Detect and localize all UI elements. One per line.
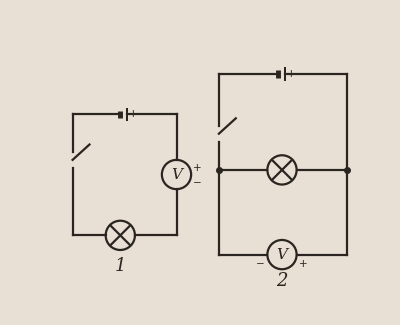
Text: +: + <box>193 162 202 173</box>
Text: −: − <box>256 259 265 269</box>
Text: −: − <box>268 69 276 79</box>
Text: 1: 1 <box>114 257 126 275</box>
Text: V: V <box>171 168 182 182</box>
Text: V: V <box>276 248 288 262</box>
Text: +: + <box>287 69 296 79</box>
Text: 2: 2 <box>276 272 288 290</box>
Text: −: − <box>193 178 202 188</box>
Text: −: − <box>110 110 118 120</box>
Text: +: + <box>129 110 138 120</box>
Text: +: + <box>299 259 308 269</box>
